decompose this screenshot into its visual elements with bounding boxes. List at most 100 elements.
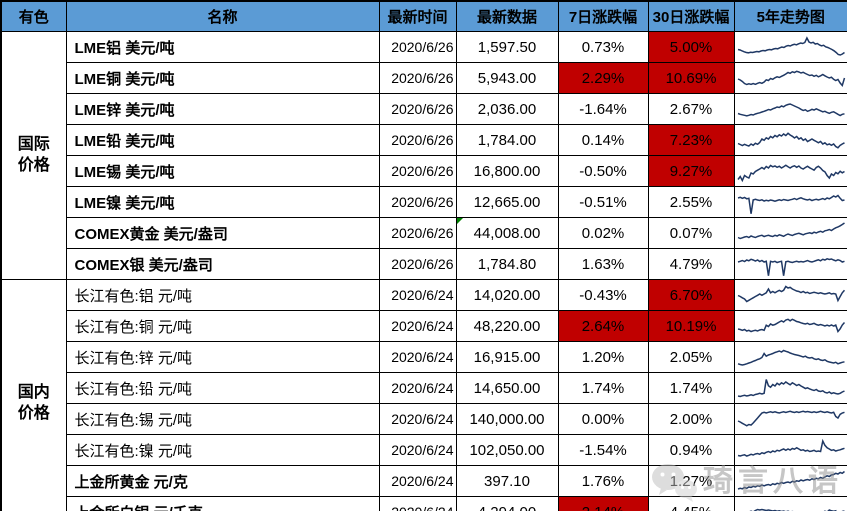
chg7-cell: 2.29% <box>557 62 649 94</box>
table-row: 上金所白银 元/千克2020/6/244,294.002.14%4.45% <box>1 496 847 511</box>
date-cell: 2020/6/24 <box>378 279 457 311</box>
sparkline-chart <box>737 257 845 276</box>
table-row: LME铅 美元/吨 2020/6/26 1,784.00 0.14% 7.23% <box>1 124 847 156</box>
sparkline-chart <box>737 35 845 56</box>
value-cell: 140,000.00 <box>455 403 559 435</box>
table-row: LME镍 美元/吨 2020/6/26 12,665.00 -0.51% 2.55% <box>1 186 847 218</box>
sparkline-chart <box>737 378 845 397</box>
value-cell: 1,597.50 <box>455 31 559 63</box>
table-row: LME锌 美元/吨 2020/6/26 2,036.00 -1.64% 2.67% <box>1 93 847 125</box>
chg30-cell: 4.79% <box>647 248 735 280</box>
sparkline-cell <box>733 279 847 311</box>
date-cell: 2020/6/24 <box>378 465 457 497</box>
chg7-cell: 2.14% <box>557 496 649 511</box>
col-header-5year-trend: 5年走势图 <box>733 0 847 32</box>
sparkline-cell <box>733 465 847 497</box>
chg7-cell: 1.63% <box>557 248 649 280</box>
sparkline-cell <box>733 310 847 342</box>
sparkline-chart <box>737 438 845 457</box>
chg30-cell: 1.27% <box>647 465 735 497</box>
sparkline-cell <box>733 31 847 63</box>
sparkline-chart <box>736 163 845 182</box>
date-cell: 2020/6/24 <box>378 496 457 511</box>
name-cell: 长江有色:铅 元/吨 <box>65 372 380 404</box>
sparkline-cell <box>733 372 847 404</box>
chg7-cell: 1.20% <box>557 341 649 373</box>
date-cell: 2020/6/24 <box>378 310 457 342</box>
date-cell: 2020/6/26 <box>378 217 457 249</box>
date-cell: 2020/6/26 <box>378 124 457 156</box>
chg30-cell: 10.69% <box>647 62 735 94</box>
sparkline-cell <box>733 155 847 187</box>
value-cell: 16,800.00 <box>455 155 559 187</box>
name-cell: 长江有色:镍 元/吨 <box>65 434 380 466</box>
name-cell: COMEX黄金 美元/盎司 <box>65 217 380 249</box>
sparkline-cell <box>733 434 847 466</box>
date-cell: 2020/6/24 <box>378 403 457 435</box>
value-cell: 397.10 <box>455 465 559 497</box>
date-cell: 2020/6/26 <box>378 62 457 94</box>
sparkline-chart <box>737 284 845 302</box>
chg30-cell: 2.05% <box>647 341 735 373</box>
chg30-cell: 2.67% <box>647 93 735 125</box>
table-body: 国际价格 LME铝 美元/吨 2020/6/26 1,597.50 0.73% 5.00%… <box>0 31 847 511</box>
name-cell: LME镍 美元/吨 <box>65 186 380 218</box>
section-label: 国际价格 <box>0 31 67 280</box>
chg30-cell: 5.00% <box>647 31 735 63</box>
name-cell: 长江有色:锌 元/吨 <box>65 341 380 373</box>
value-cell: 12,665.00 <box>455 186 559 218</box>
table-row: 国际价格 LME铝 美元/吨 2020/6/26 1,597.50 0.73% 5.00% <box>0 31 847 280</box>
date-cell: 2020/6/24 <box>378 372 457 404</box>
value-cell: 1,784.80 <box>455 248 559 280</box>
chg7-cell: 1.76% <box>557 465 649 497</box>
col-header-latest-time: 最新时间 <box>378 0 457 32</box>
sparkline-chart <box>737 131 845 149</box>
chg7-cell: 0.14% <box>557 124 649 156</box>
value-cell: 2,036.00 <box>455 93 559 125</box>
sparkline-chart <box>737 69 845 87</box>
table-row: 长江有色:铜 元/吨 2020/6/24 48,220.00 2.64% 10.19% <box>1 310 847 342</box>
table-row: 上金所黄金 元/克 2020/6/24 397.10 1.76% 1.27% <box>1 465 847 497</box>
value-cell: 44,008.00 <box>455 217 559 249</box>
table-row: LME锡 美元/吨 2020/6/26 16,800.00 -0.50% 9.27% <box>1 155 847 187</box>
value-cell: 1,784.00 <box>455 124 559 156</box>
name-cell: LME铝 美元/吨 <box>65 31 380 63</box>
table-row: COMEX黄金 美元/盎司 2020/6/26 44,008.00 0.02% 0.07… <box>1 217 847 249</box>
section-label: 国内价格 <box>0 279 67 511</box>
name-cell: 长江有色:铝 元/吨 <box>65 279 380 311</box>
name-cell: 上金所黄金 元/克 <box>65 465 380 497</box>
date-cell: 2020/6/26 <box>378 31 457 63</box>
value-cell: 14,650.00 <box>455 372 559 404</box>
chg30-cell: 1.74% <box>647 372 735 404</box>
sparkline-cell <box>733 93 847 125</box>
sparkline-chart <box>737 349 845 366</box>
table-row: 国内价格 长江有色:铝 元/吨 2020/6/24 14,020.00 -0.43% 6.… <box>0 279 847 511</box>
chg30-cell: 7.23% <box>647 124 735 156</box>
chg7-cell: -1.54% <box>557 434 649 466</box>
chg7-cell: -1.64% <box>557 93 649 125</box>
sparkline-cell <box>733 403 847 435</box>
header-row: 有色 名称 最新时间 最新数据 7日涨跌幅 30日涨跌幅 5年走势图 <box>0 0 847 32</box>
chg30-cell: 10.19% <box>647 310 735 342</box>
date-cell: 2020/6/26 <box>378 155 457 187</box>
sparkline-cell <box>733 217 847 249</box>
chg30-cell: 2.55% <box>647 186 735 218</box>
table-row: LME铜 美元/吨 2020/6/26 5,943.00 2.29% 10.69% <box>1 62 847 94</box>
sparkline-chart <box>737 221 845 239</box>
sparkline-chart <box>737 317 845 333</box>
date-cell: 2020/6/24 <box>378 434 457 466</box>
col-header-7day-change: 7日涨跌幅 <box>557 0 649 32</box>
value-cell: 14,020.00 <box>455 279 559 311</box>
sparkline-chart <box>737 410 845 427</box>
chg30-cell: 6.70% <box>647 279 735 311</box>
sparkline-chart <box>737 102 845 117</box>
value-cell: 5,943.00 <box>455 62 559 94</box>
chg7-cell: -0.51% <box>557 186 649 218</box>
sparkline-cell <box>733 62 847 94</box>
date-cell: 2020/6/26 <box>378 248 457 280</box>
date-cell: 2020/6/24 <box>378 341 457 373</box>
col-header-30day-change: 30日涨跌幅 <box>647 0 735 32</box>
table-row: 长江有色:铅 元/吨 2020/6/24 14,650.00 1.74% 1.74% <box>1 372 847 404</box>
name-cell: 长江有色:锡 元/吨 <box>65 403 380 435</box>
name-cell: COMEX银 美元/盎司 <box>65 248 380 280</box>
